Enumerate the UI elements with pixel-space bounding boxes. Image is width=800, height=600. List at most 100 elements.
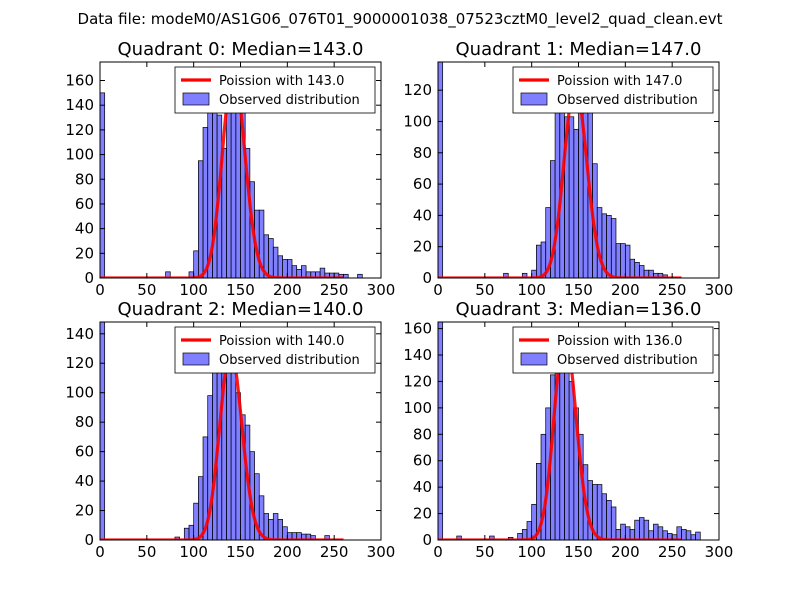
- histogram-bar: [268, 519, 274, 540]
- y-tick-label: 140: [65, 325, 94, 343]
- x-tick-label: 250: [320, 543, 349, 561]
- histogram-bar: [343, 273, 349, 278]
- histogram-bar: [634, 519, 640, 540]
- legend: Poission with 143.0 Observed distribution: [174, 66, 376, 114]
- x-tick-label: 150: [226, 543, 255, 561]
- histogram-bar: [438, 322, 444, 540]
- x-tick-label: 250: [658, 281, 687, 299]
- histogram-bars: [438, 322, 701, 540]
- histogram-bar: [695, 531, 701, 540]
- histogram-bar: [639, 517, 645, 540]
- histogram-bar: [535, 244, 542, 278]
- histogram-bar: [573, 128, 579, 278]
- y-tick-label: 100: [403, 112, 432, 130]
- panel-title: Quadrant 3: Median=136.0: [456, 299, 702, 320]
- histogram-bar: [653, 523, 659, 540]
- histogram-bar: [643, 519, 650, 540]
- x-tick-label: 150: [564, 543, 593, 561]
- y-tick-label: 120: [403, 372, 432, 390]
- histogram-bar: [188, 524, 195, 540]
- y-tick-label: 80: [413, 425, 432, 443]
- legend-bar-swatch: [182, 92, 210, 106]
- histogram-bar: [568, 116, 575, 278]
- histogram-bar: [634, 261, 640, 278]
- histogram-bar: [268, 238, 274, 278]
- y-tick-label: 40: [413, 478, 432, 496]
- histogram-bar: [286, 259, 293, 278]
- histogram-bar: [489, 535, 495, 540]
- y-tick-label: 140: [403, 346, 432, 364]
- y-tick-label: 40: [75, 220, 94, 238]
- histogram-bar: [282, 259, 288, 278]
- legend-label-poisson: Poission with 140.0: [219, 334, 344, 349]
- quadrant-panel-2: Quadrant 2: Median=140.00 50 100 150 200 250 3…: [65, 299, 395, 561]
- histogram-bar: [202, 127, 209, 278]
- histogram-bar: [193, 502, 199, 540]
- panel-title: Quadrant 2: Median=140.0: [118, 299, 364, 320]
- histogram-bar: [198, 160, 204, 278]
- y-tick-label: 100: [65, 384, 94, 402]
- quadrant-panel-3: Quadrant 3: Median=136.00 50 100 150 200 250 3…: [403, 299, 733, 561]
- x-tick-label: 150: [226, 281, 255, 299]
- legend-bar-swatch: [520, 92, 548, 106]
- histogram-bar: [456, 535, 462, 540]
- x-tick-label: 150: [564, 281, 593, 299]
- x-tick-label: 100: [517, 543, 546, 561]
- histogram-bar: [193, 250, 199, 278]
- histogram-bar: [606, 215, 612, 278]
- quadrant-panel-0: Quadrant 0: Median=143.00 50 100 150 200 250 3…: [65, 39, 395, 299]
- legend-bar-swatch: [182, 352, 210, 366]
- y-tick-label: 140: [65, 96, 94, 114]
- histogram-bar: [601, 493, 607, 540]
- y-tick-label: 80: [413, 144, 432, 162]
- poisson-curve: [100, 68, 344, 278]
- histogram-bar: [100, 322, 106, 540]
- quadrant-panel-1: Quadrant 1: Median=147.00 50 100 150 200 250 3…: [403, 39, 733, 299]
- y-tick-label: 120: [65, 354, 94, 372]
- legend-bar-swatch: [520, 352, 548, 366]
- y-tick-label: 20: [413, 238, 432, 256]
- x-tick-label: 50: [137, 281, 156, 299]
- y-tick-label: 0: [422, 269, 432, 287]
- histogram-bar: [629, 258, 636, 278]
- x-tick-label: 50: [475, 543, 494, 561]
- histogram-bar: [582, 85, 589, 278]
- y-tick-label: 120: [65, 121, 94, 139]
- y-tick-label: 60: [413, 175, 432, 193]
- figure-title: Data file: modeM0/AS1G06_076T01_90000010…: [78, 10, 723, 29]
- histogram-bar: [100, 92, 106, 278]
- histogram-bar: [606, 500, 612, 540]
- y-tick-label: 60: [413, 452, 432, 470]
- x-tick-label: 50: [475, 281, 494, 299]
- legend-label-observed: Observed distribution: [557, 93, 698, 108]
- histogram-bar: [676, 526, 682, 540]
- legend-label-observed: Observed distribution: [557, 353, 698, 368]
- x-tick-label: 0: [95, 281, 105, 299]
- x-tick-label: 300: [705, 543, 734, 561]
- panel-title: Quadrant 1: Median=147.0: [456, 39, 702, 60]
- x-tick-label: 100: [179, 281, 208, 299]
- x-tick-label: 100: [517, 281, 546, 299]
- x-tick-label: 0: [433, 543, 443, 561]
- x-tick-label: 200: [611, 543, 640, 561]
- histogram-bar: [438, 62, 444, 278]
- legend-label-poisson: Poission with 143.0: [219, 74, 344, 89]
- legend-label-poisson: Poission with 136.0: [557, 334, 682, 349]
- x-tick-label: 300: [705, 281, 734, 299]
- histogram-bar: [277, 255, 284, 278]
- legend-label-poisson: Poission with 147.0: [557, 74, 682, 89]
- histogram-bar: [230, 370, 237, 540]
- y-tick-label: 120: [403, 81, 432, 99]
- histogram-bar: [620, 243, 626, 278]
- histogram-bar: [226, 94, 232, 278]
- histogram-bar: [282, 526, 288, 540]
- x-tick-label: 200: [273, 281, 302, 299]
- legend-label-observed: Observed distribution: [219, 93, 360, 108]
- poisson-curve: [100, 349, 344, 540]
- histogram-bar: [183, 527, 190, 540]
- x-tick-label: 200: [273, 543, 302, 561]
- y-tick-label: 40: [413, 206, 432, 224]
- histogram-bar: [272, 513, 279, 540]
- x-tick-label: 50: [137, 543, 156, 561]
